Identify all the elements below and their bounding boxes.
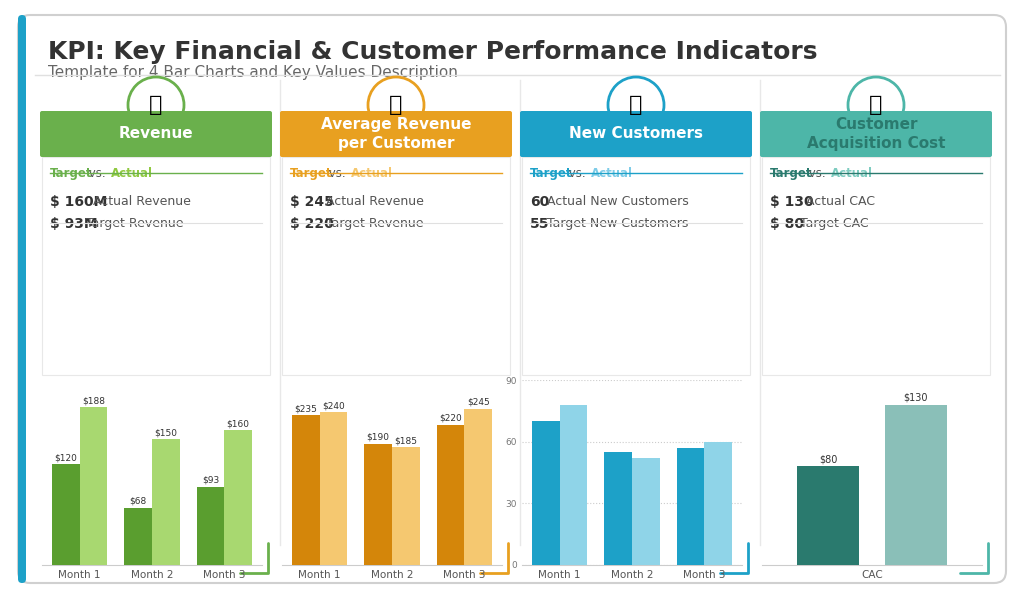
Text: Target CAC: Target CAC [796, 217, 868, 230]
Bar [677, 448, 705, 565]
Text: Actual Revenue: Actual Revenue [323, 195, 424, 208]
Text: 60: 60 [530, 195, 549, 209]
FancyBboxPatch shape [18, 15, 26, 583]
Text: Actual: Actual [351, 167, 393, 180]
Text: $188: $188 [82, 396, 104, 405]
Text: Average Revenue
per Customer: Average Revenue per Customer [321, 117, 471, 151]
Text: $160: $160 [226, 419, 250, 428]
Bar [197, 487, 224, 565]
Text: Revenue: Revenue [119, 127, 194, 142]
Bar [319, 412, 347, 565]
Text: $245: $245 [467, 398, 489, 407]
Text: $240: $240 [322, 401, 345, 410]
Bar [292, 415, 319, 565]
Text: Target Revenue: Target Revenue [83, 217, 184, 230]
FancyBboxPatch shape [280, 111, 512, 157]
Text: New Customers: New Customers [569, 127, 703, 142]
FancyBboxPatch shape [42, 157, 270, 375]
Text: vs.: vs. [565, 167, 590, 180]
Text: Actual CAC: Actual CAC [803, 195, 876, 208]
Text: $150: $150 [155, 428, 177, 437]
FancyBboxPatch shape [18, 15, 1006, 583]
FancyBboxPatch shape [282, 157, 510, 375]
Text: $ 130: $ 130 [770, 195, 814, 209]
Text: Actual: Actual [591, 167, 633, 180]
FancyBboxPatch shape [520, 111, 752, 157]
Bar [437, 425, 465, 565]
Bar [885, 405, 947, 565]
Bar [465, 409, 492, 565]
Bar [632, 458, 659, 565]
Text: Target: Target [290, 167, 333, 180]
Text: 👥: 👥 [630, 95, 643, 115]
Text: $93: $93 [202, 476, 219, 485]
Text: Actual Revenue: Actual Revenue [89, 195, 190, 208]
Text: Target: Target [50, 167, 92, 180]
Bar [532, 421, 559, 565]
Bar [152, 439, 179, 565]
Text: $190: $190 [367, 433, 390, 442]
FancyBboxPatch shape [40, 111, 272, 157]
Text: Actual: Actual [111, 167, 153, 180]
Text: $185: $185 [394, 436, 417, 445]
Text: Target Revenue: Target Revenue [323, 217, 424, 230]
Text: 55: 55 [530, 217, 550, 231]
Bar [52, 464, 80, 565]
Text: 👤: 👤 [389, 95, 402, 115]
Text: KPI: Key Financial & Customer Performance Indicators: KPI: Key Financial & Customer Performanc… [48, 40, 817, 64]
Bar [604, 452, 632, 565]
Bar [392, 447, 420, 565]
Bar [559, 405, 587, 565]
Text: $80: $80 [819, 455, 838, 465]
Text: Customer
Acquisition Cost: Customer Acquisition Cost [807, 117, 945, 151]
Text: vs.: vs. [85, 167, 110, 180]
Bar [80, 407, 108, 565]
Text: Target: Target [530, 167, 572, 180]
FancyBboxPatch shape [760, 111, 992, 157]
FancyBboxPatch shape [762, 157, 990, 375]
Bar [365, 444, 392, 565]
Text: vs.: vs. [805, 167, 829, 180]
Bar [705, 441, 732, 565]
Text: 💸: 💸 [869, 95, 883, 115]
Text: $235: $235 [294, 404, 317, 414]
Text: vs.: vs. [325, 167, 349, 180]
Text: $ 80: $ 80 [770, 217, 804, 231]
Text: $130: $130 [904, 393, 928, 403]
FancyBboxPatch shape [522, 157, 750, 375]
Text: Template for 4 Bar Charts and Key Values Description: Template for 4 Bar Charts and Key Values… [48, 65, 458, 80]
Text: $ 93M: $ 93M [50, 217, 97, 231]
Text: $ 220: $ 220 [290, 217, 334, 231]
Text: $68: $68 [130, 497, 146, 506]
Text: $ 160M: $ 160M [50, 195, 108, 209]
Text: Target New Customers: Target New Customers [543, 217, 688, 230]
Text: $220: $220 [439, 414, 462, 423]
Bar [798, 466, 859, 565]
Text: $ 245: $ 245 [290, 195, 334, 209]
Bar [224, 430, 252, 565]
Text: Actual: Actual [831, 167, 873, 180]
Bar [125, 508, 152, 565]
Text: $120: $120 [54, 453, 77, 462]
Text: Target: Target [770, 167, 812, 180]
Text: 💰: 💰 [150, 95, 163, 115]
Text: Actual New Customers: Actual New Customers [543, 195, 689, 208]
